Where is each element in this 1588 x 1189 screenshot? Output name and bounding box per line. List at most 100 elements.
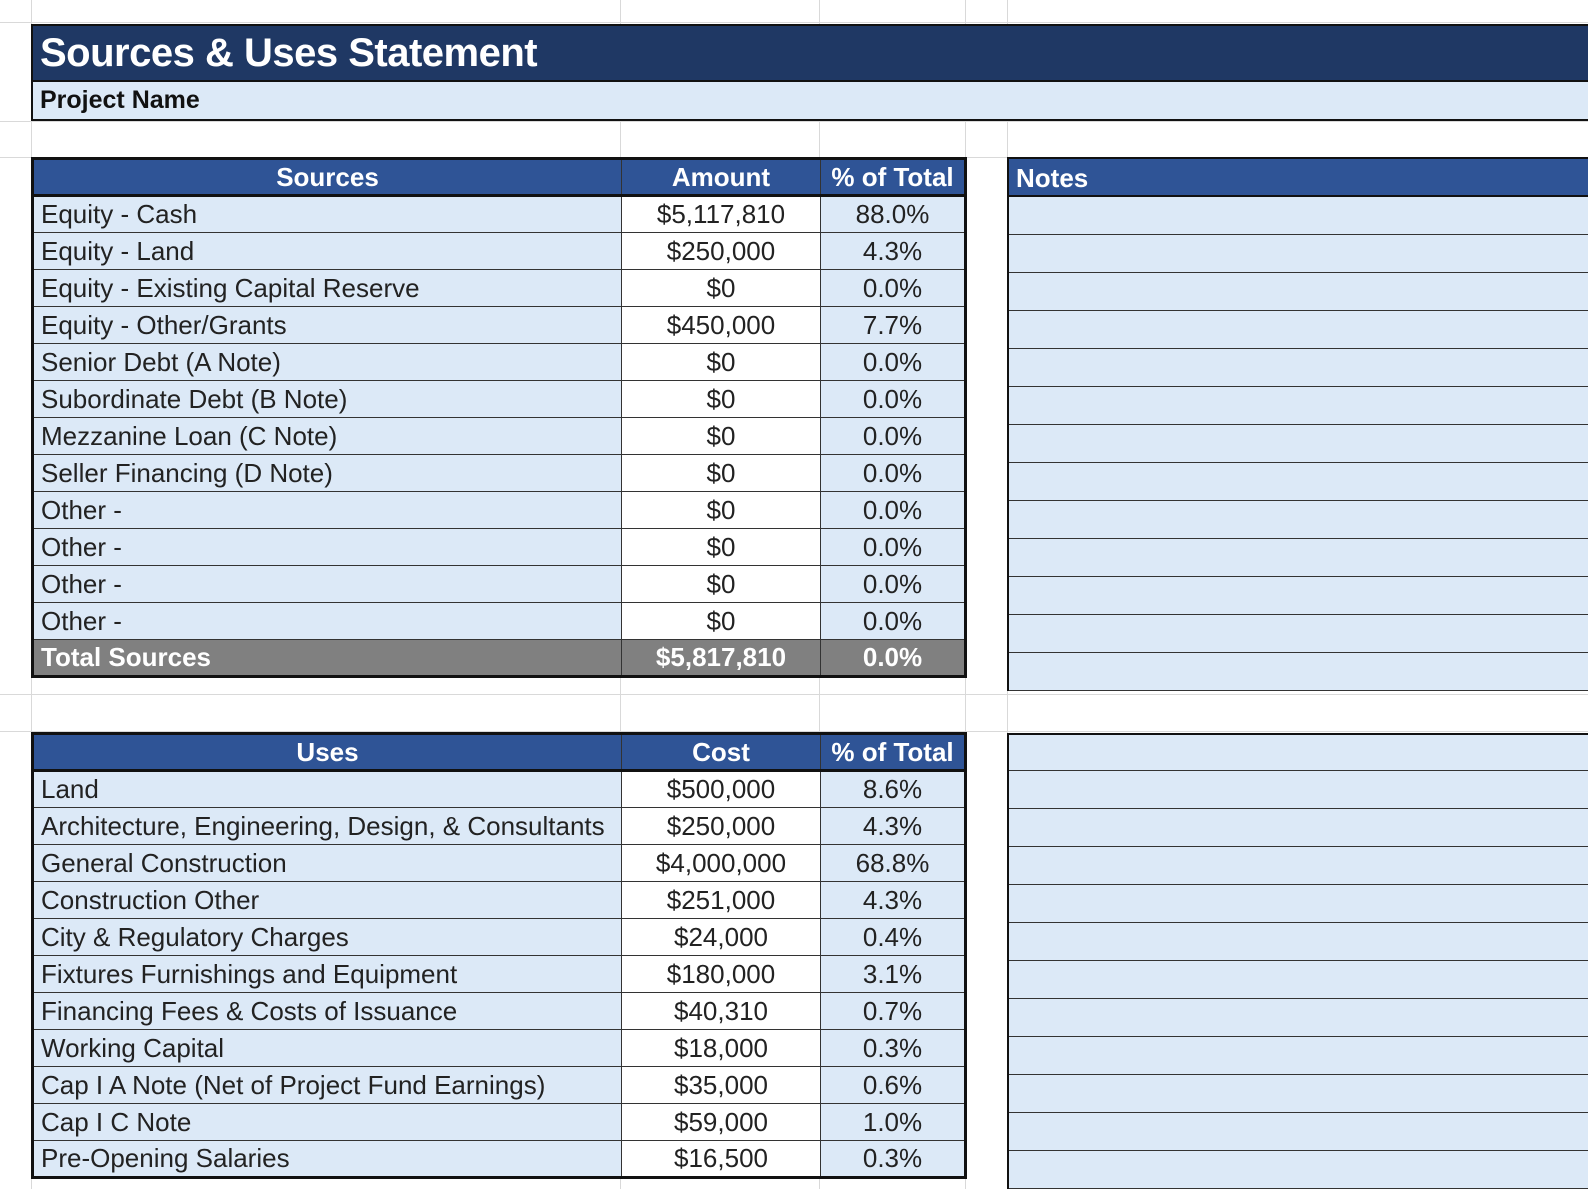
notes-header[interactable]: Notes xyxy=(1009,157,1588,197)
row-amount[interactable]: $0 xyxy=(621,565,821,603)
row-label[interactable]: Working Capital xyxy=(32,1029,622,1067)
row-pct[interactable]: 0.0% xyxy=(820,269,966,307)
row-pct[interactable]: 3.1% xyxy=(820,955,966,993)
notes-cell[interactable] xyxy=(1009,197,1588,235)
notes-cell[interactable] xyxy=(1009,615,1588,653)
row-pct[interactable]: 0.4% xyxy=(820,918,966,956)
row-pct[interactable]: 0.3% xyxy=(820,1140,966,1178)
row-amount[interactable]: $180,000 xyxy=(621,955,821,993)
total-amount[interactable]: $5,817,810 xyxy=(621,639,821,677)
row-label[interactable]: Financing Fees & Costs of Issuance xyxy=(32,992,622,1030)
notes-cell[interactable] xyxy=(1009,1037,1588,1075)
row-pct[interactable]: 0.0% xyxy=(820,454,966,492)
pct-header[interactable]: % of Total xyxy=(820,733,966,772)
row-label[interactable]: Equity - Cash xyxy=(32,195,622,233)
notes-cell[interactable] xyxy=(1009,653,1588,691)
notes-cell[interactable] xyxy=(1009,273,1588,311)
row-pct[interactable]: 0.6% xyxy=(820,1066,966,1104)
pct-header[interactable]: % of Total xyxy=(820,158,966,197)
row-amount[interactable]: $250,000 xyxy=(621,807,821,845)
row-pct[interactable]: 4.3% xyxy=(820,881,966,919)
row-amount[interactable]: $0 xyxy=(621,528,821,566)
row-amount[interactable]: $35,000 xyxy=(621,1066,821,1104)
amount-header[interactable]: Amount xyxy=(621,158,821,197)
sheet-title[interactable]: Sources & Uses Statement xyxy=(31,24,1588,82)
row-label[interactable]: Subordinate Debt (B Note) xyxy=(32,380,622,418)
row-amount[interactable]: $0 xyxy=(621,417,821,455)
notes-cell[interactable] xyxy=(1009,1075,1588,1113)
row-amount[interactable]: $0 xyxy=(621,491,821,529)
row-amount[interactable]: $0 xyxy=(621,343,821,381)
row-amount[interactable]: $59,000 xyxy=(621,1103,821,1141)
row-pct[interactable]: 8.6% xyxy=(820,770,966,808)
row-amount[interactable]: $0 xyxy=(621,380,821,418)
row-label[interactable]: Equity - Other/Grants xyxy=(32,306,622,344)
row-pct[interactable]: 88.0% xyxy=(820,195,966,233)
row-label[interactable]: Senior Debt (A Note) xyxy=(32,343,622,381)
row-amount[interactable]: $0 xyxy=(621,602,821,640)
row-amount[interactable]: $450,000 xyxy=(621,306,821,344)
notes-cell[interactable] xyxy=(1009,771,1588,809)
notes-cell[interactable] xyxy=(1009,999,1588,1037)
row-amount[interactable]: $18,000 xyxy=(621,1029,821,1067)
row-amount[interactable]: $0 xyxy=(621,269,821,307)
row-label[interactable]: Cap I A Note (Net of Project Fund Earnin… xyxy=(32,1066,622,1104)
notes-cell[interactable] xyxy=(1009,847,1588,885)
notes-cell[interactable] xyxy=(1009,733,1588,771)
row-pct[interactable]: 0.0% xyxy=(820,417,966,455)
notes-cell[interactable] xyxy=(1009,425,1588,463)
row-amount[interactable]: $500,000 xyxy=(621,770,821,808)
row-label[interactable]: Equity - Land xyxy=(32,232,622,270)
row-pct[interactable]: 68.8% xyxy=(820,844,966,882)
notes-cell[interactable] xyxy=(1009,539,1588,577)
row-label[interactable]: Architecture, Engineering, Design, & Con… xyxy=(32,807,622,845)
notes-cell[interactable] xyxy=(1009,311,1588,349)
row-amount[interactable]: $24,000 xyxy=(621,918,821,956)
row-label[interactable]: General Construction xyxy=(32,844,622,882)
row-pct[interactable]: 0.0% xyxy=(820,565,966,603)
row-label[interactable]: Pre-Opening Salaries xyxy=(32,1140,622,1178)
row-pct[interactable]: 4.3% xyxy=(820,807,966,845)
row-amount[interactable]: $40,310 xyxy=(621,992,821,1030)
total-label[interactable]: Total Sources xyxy=(32,639,622,677)
row-pct[interactable]: 0.0% xyxy=(820,380,966,418)
row-amount[interactable]: $0 xyxy=(621,454,821,492)
notes-cell[interactable] xyxy=(1009,961,1588,999)
sources-header[interactable]: Sources xyxy=(32,158,622,197)
row-label[interactable]: Other - xyxy=(32,565,622,603)
row-label[interactable]: Fixtures Furnishings and Equipment xyxy=(32,955,622,993)
row-label[interactable]: Mezzanine Loan (C Note) xyxy=(32,417,622,455)
row-amount[interactable]: $4,000,000 xyxy=(621,844,821,882)
row-pct[interactable]: 0.0% xyxy=(820,528,966,566)
row-label[interactable]: City & Regulatory Charges xyxy=(32,918,622,956)
row-pct[interactable]: 4.3% xyxy=(820,232,966,270)
row-pct[interactable]: 0.0% xyxy=(820,602,966,640)
notes-cell[interactable] xyxy=(1009,349,1588,387)
row-pct[interactable]: 0.3% xyxy=(820,1029,966,1067)
row-pct[interactable]: 0.0% xyxy=(820,491,966,529)
row-label[interactable]: Cap I C Note xyxy=(32,1103,622,1141)
row-label[interactable]: Other - xyxy=(32,528,622,566)
row-pct[interactable]: 0.7% xyxy=(820,992,966,1030)
row-label[interactable]: Other - xyxy=(32,602,622,640)
row-amount[interactable]: $5,117,810 xyxy=(621,195,821,233)
notes-cell[interactable] xyxy=(1009,1151,1588,1189)
row-label[interactable]: Equity - Existing Capital Reserve xyxy=(32,269,622,307)
notes-cell[interactable] xyxy=(1009,885,1588,923)
row-label[interactable]: Land xyxy=(32,770,622,808)
row-amount[interactable]: $250,000 xyxy=(621,232,821,270)
project-name-cell[interactable]: Project Name xyxy=(31,82,1588,121)
notes-cell[interactable] xyxy=(1009,235,1588,273)
notes-cell[interactable] xyxy=(1009,387,1588,425)
notes-cell[interactable] xyxy=(1009,1113,1588,1151)
row-label[interactable]: Construction Other xyxy=(32,881,622,919)
notes-cell[interactable] xyxy=(1009,577,1588,615)
notes-cell[interactable] xyxy=(1009,923,1588,961)
notes-cell[interactable] xyxy=(1009,501,1588,539)
row-pct[interactable]: 7.7% xyxy=(820,306,966,344)
uses-header[interactable]: Uses xyxy=(32,733,622,772)
notes-cell[interactable] xyxy=(1009,809,1588,847)
row-label[interactable]: Other - xyxy=(32,491,622,529)
notes-cell[interactable] xyxy=(1009,463,1588,501)
row-label[interactable]: Seller Financing (D Note) xyxy=(32,454,622,492)
